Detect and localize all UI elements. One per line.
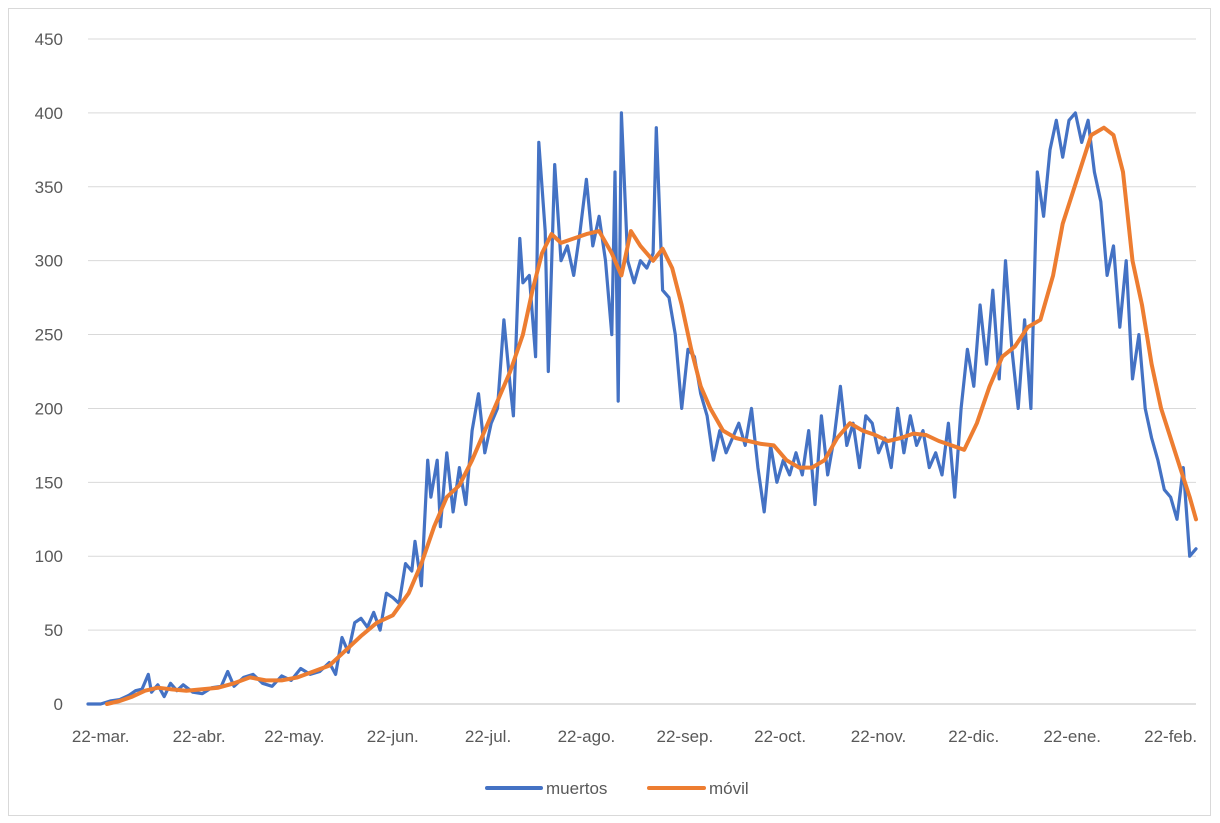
x-tick-label: 22-ene. — [1043, 727, 1101, 746]
x-tick-label: 22-ago. — [558, 727, 616, 746]
x-axis-ticks: 22-mar. 22-abr. 22-may. 22-jun. 22-jul. 22-ag… — [72, 727, 1197, 746]
y-tick-label: 150 — [35, 473, 63, 492]
y-axis-ticks: 0 50 100 150 200 250 300 350 400 450 — [35, 30, 63, 714]
x-tick-label: 22-mar. — [72, 727, 130, 746]
legend-label-móvil: móvil — [709, 779, 749, 798]
x-tick-label: 22-oct. — [754, 727, 806, 746]
y-tick-label: 400 — [35, 104, 63, 123]
y-tick-label: 300 — [35, 252, 63, 271]
y-tick-label: 350 — [35, 178, 63, 197]
y-tick-label: 0 — [54, 695, 63, 714]
y-tick-label: 100 — [35, 547, 63, 566]
x-tick-label: 22-nov. — [851, 727, 906, 746]
y-tick-label: 250 — [35, 326, 63, 345]
y-tick-label: 50 — [44, 621, 63, 640]
x-tick-label: 22-jul. — [465, 727, 511, 746]
legend: muertos móvil — [485, 779, 749, 798]
series-line-móvil — [105, 125, 1198, 706]
series-layer — [86, 111, 1198, 706]
x-tick-label: 22-sep. — [657, 727, 714, 746]
y-tick-label: 200 — [35, 399, 63, 418]
x-tick-label: 22-may. — [264, 727, 324, 746]
x-tick-label: 22-feb. — [1144, 727, 1197, 746]
y-tick-label: 450 — [35, 30, 63, 49]
chart-frame — [8, 8, 1211, 816]
x-tick-label: 22-jun. — [367, 727, 419, 746]
legend-label-muertos: muertos — [546, 779, 607, 798]
x-tick-label: 22-abr. — [173, 727, 226, 746]
x-tick-label: 22-dic. — [948, 727, 999, 746]
